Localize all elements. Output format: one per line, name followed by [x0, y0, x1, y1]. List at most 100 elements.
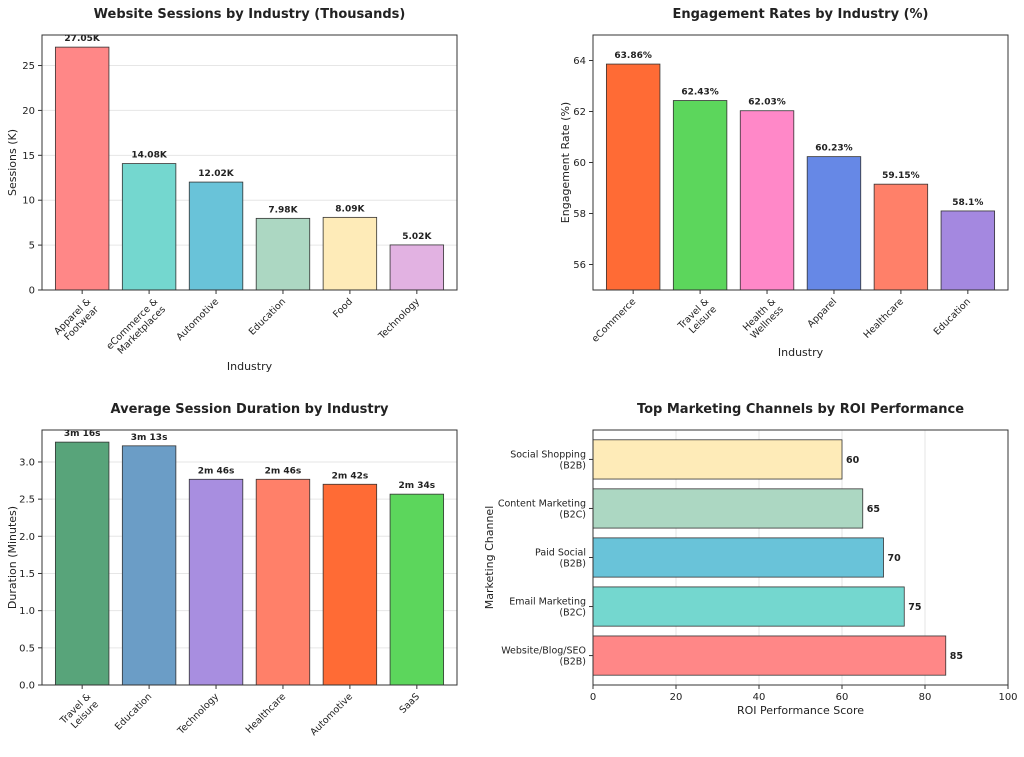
data-label: 62.03%: [748, 98, 786, 108]
data-label: 3m 16s: [64, 429, 101, 439]
y-tick-label: 1.0: [19, 606, 35, 617]
bar: [188, 478, 244, 686]
x-tick-label: Education: [932, 296, 973, 337]
bar: [188, 181, 244, 291]
x-tick-label: 80: [919, 692, 932, 703]
x-tick-label: Healthcare: [862, 296, 907, 341]
axes-frame: [41, 34, 458, 291]
x-tick-label: eCommerce &Marketplaces: [104, 296, 168, 360]
bar: [605, 63, 661, 291]
y-tick-label: 0: [29, 286, 35, 297]
bar: [672, 100, 728, 291]
x-tick-label: Travel &Leisure: [675, 296, 719, 340]
axes-frame: [592, 34, 1009, 291]
data-label: 63.86%: [614, 51, 652, 61]
chart-title: Engagement Rates by Industry (%): [672, 7, 928, 22]
x-tick-label: Apparel &Footwear: [52, 296, 101, 345]
y-tick-label: Paid Social (B2B): [535, 548, 586, 570]
x-tick-label: SaaS: [397, 691, 422, 716]
bar: [121, 163, 177, 291]
x-tick-label: Automotive: [175, 296, 222, 343]
x-tick-label: Technology: [376, 296, 422, 342]
data-label: 2m 34s: [399, 481, 436, 491]
bar: [322, 216, 378, 291]
data-label: 27.05K: [64, 34, 100, 44]
x-tick-label: Technology: [175, 691, 221, 737]
y-tick-label: 25: [22, 61, 35, 72]
chart-3: Average Session Duration by Industry 0.0 0…: [6, 402, 458, 757]
x-tick-label: Education: [247, 296, 288, 337]
y-tick-label: 64: [573, 56, 586, 67]
axes-frame: [41, 429, 458, 686]
bar: [389, 493, 445, 686]
data-label: 59.15%: [882, 171, 920, 181]
x-axis-label: Industry: [227, 360, 273, 373]
data-label: 5.02K: [402, 232, 432, 242]
data-label: 2m 46s: [198, 466, 235, 476]
y-tick-label: 5: [29, 241, 35, 252]
chart-1: Website Sessions by Industry (Thousands)…: [6, 7, 458, 373]
chart-title: Top Marketing Channels by ROI Performanc…: [637, 402, 964, 417]
y-tick-label: 60: [573, 158, 586, 169]
data-label: 65: [867, 504, 880, 515]
data-label: 2m 46s: [265, 466, 302, 476]
x-tick-label: 40: [753, 692, 766, 703]
x-tick-label: Healthcare: [244, 691, 289, 736]
x-axis-label: Industry: [778, 346, 824, 359]
data-label: 12.02K: [198, 169, 234, 179]
x-tick-label: 100: [998, 692, 1017, 703]
data-label: 7.98K: [268, 205, 298, 215]
y-tick-label: 20: [22, 106, 35, 117]
data-label: 3m 13s: [131, 433, 168, 443]
x-axis-label: Industry: [227, 755, 273, 757]
y-axis-label: Duration (Minutes): [6, 506, 19, 609]
axes-frame: [592, 429, 1009, 686]
bar: [806, 156, 862, 291]
x-tick-label: eCommerce: [590, 296, 638, 344]
bar: [592, 586, 905, 627]
data-label: 60: [846, 455, 860, 466]
y-tick-label: 2.5: [19, 495, 35, 506]
y-tick-label: 58: [573, 209, 586, 220]
x-tick-label: Apparel: [805, 296, 839, 330]
chart-2: Engagement Rates by Industry (%) 56 58 60 62…: [559, 7, 1009, 359]
y-tick-label: 62: [573, 107, 586, 118]
bar: [592, 635, 947, 676]
y-tick-label: 0.5: [19, 643, 35, 654]
bar: [322, 483, 378, 686]
bar: [592, 537, 884, 578]
bar: [255, 478, 311, 686]
chart-title: Average Session Duration by Industry: [111, 402, 389, 417]
chart-4: Top Marketing Channels by ROI Performanc…: [483, 402, 1018, 717]
bar: [940, 210, 996, 291]
y-tick-label: 3.0: [19, 457, 35, 468]
y-tick-label: 2.0: [19, 532, 35, 543]
bar: [592, 439, 843, 480]
bar: [592, 488, 864, 529]
data-label: 62.43%: [681, 88, 719, 98]
y-tick-label: Content Marketing (B2C): [498, 498, 586, 520]
y-tick-label: 15: [22, 151, 35, 162]
y-tick-label: Email Marketing (B2C): [509, 597, 586, 619]
y-tick-label: Social Shopping (B2B): [510, 449, 586, 471]
y-axis-label: Sessions (K): [6, 129, 19, 196]
data-label: 14.08K: [131, 151, 167, 161]
data-label: 8.09K: [335, 204, 365, 214]
x-tick-label: 60: [836, 692, 849, 703]
x-tick-label: Health &Wellness: [741, 296, 786, 341]
data-label: 2m 42s: [332, 471, 369, 481]
data-label: 58.1%: [952, 198, 983, 208]
bar: [873, 183, 929, 291]
data-label: 75: [908, 602, 921, 613]
y-tick-label: 0.0: [19, 681, 35, 692]
data-label: 60.23%: [815, 144, 853, 154]
x-tick-label: 0: [590, 692, 596, 703]
bar: [54, 46, 110, 291]
x-tick-label: Food: [331, 296, 355, 320]
data-label: 85: [950, 651, 963, 662]
bar: [255, 217, 311, 291]
bar: [739, 110, 795, 291]
bar: [54, 441, 110, 686]
x-axis-label: ROI Performance Score: [737, 704, 864, 717]
